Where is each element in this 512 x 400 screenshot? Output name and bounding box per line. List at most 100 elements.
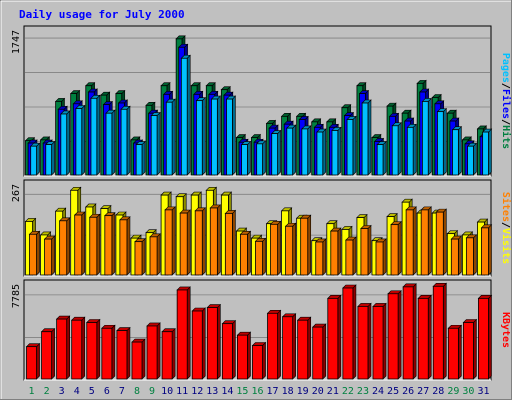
bar-kbytes-kbytes-day6-face xyxy=(101,327,113,380)
bar-kbytes-kbytes-day9-side xyxy=(156,322,161,380)
bar-hits-pages-day27 xyxy=(421,97,432,176)
bar-visits-sites-day26-side xyxy=(412,206,417,276)
bar-kbytes-kbytes-day27-face xyxy=(417,297,429,380)
bar-hits-pages-day6 xyxy=(105,109,116,176)
bar-visits-sites-day8 xyxy=(134,237,146,276)
x-tick-label-day16: 16 xyxy=(251,386,263,397)
bar-kbytes-kbytes-day5-side xyxy=(96,318,101,380)
bar-hits-pages-day17-face xyxy=(271,133,278,176)
bar-kbytes-kbytes-day24-face xyxy=(372,306,384,380)
bar-visits-sites-day9-side xyxy=(156,233,161,276)
bar-kbytes-kbytes-day2-side xyxy=(51,327,55,380)
bar-kbytes-kbytes-day8-side xyxy=(141,338,146,380)
bar-kbytes-kbytes-day29-side xyxy=(458,324,462,380)
bar-visits-sites-day19-face xyxy=(300,217,309,276)
bar-hits-pages-day23 xyxy=(361,99,372,176)
bar-visits-sites-day1-side xyxy=(36,230,40,276)
bar-visits-sites-day6-side xyxy=(111,211,116,276)
series-label-hits-sep: / xyxy=(500,83,511,89)
bar-visits-sites-day28 xyxy=(435,208,448,276)
bar-hits-pages-day18-face xyxy=(286,127,294,176)
bar-hits-pages-day28-face xyxy=(437,111,444,176)
bar-hits-pages-day11 xyxy=(180,54,191,176)
bar-kbytes-kbytes-day11-side xyxy=(186,286,191,380)
bar-hits-pages-day22 xyxy=(346,115,357,176)
bar-visits-sites-day24 xyxy=(375,238,387,276)
bar-hits-pages-day17 xyxy=(271,129,282,176)
bar-kbytes-kbytes-day8-face xyxy=(131,341,143,380)
x-tick-label-day15: 15 xyxy=(236,386,248,397)
bar-kbytes-kbytes-day1-side xyxy=(36,342,40,380)
bar-kbytes-kbytes-day18-face xyxy=(282,316,294,380)
bar-kbytes-kbytes-day13-side xyxy=(217,303,221,380)
bar-kbytes-kbytes-day10 xyxy=(161,327,176,380)
bar-visits-sites-day19-side xyxy=(307,214,312,276)
x-tick-label-day22: 22 xyxy=(342,386,354,397)
bar-hits-pages-day30-side xyxy=(473,142,477,176)
bar-hits-pages-day5 xyxy=(90,94,101,176)
bar-hits-pages-day26-face xyxy=(406,126,414,176)
bar-hits-pages-day18 xyxy=(286,124,297,176)
bar-kbytes-kbytes-day25 xyxy=(387,290,402,380)
bar-kbytes-kbytes-day18-side xyxy=(292,313,296,380)
bar-kbytes-kbytes-day1-face xyxy=(26,346,37,380)
bar-hits-pages-day31 xyxy=(481,128,493,176)
bar-visits-sites-day25 xyxy=(390,220,402,276)
bar-hits-pages-day16-face xyxy=(256,143,263,176)
series-label-kbytes: KBytes xyxy=(500,312,511,348)
bar-hits-pages-day1-face xyxy=(30,145,37,176)
bar-kbytes-kbytes-day14-side xyxy=(232,319,236,380)
series-label-visits-sites: Sites xyxy=(500,192,512,222)
bar-visits-sites-day14-side xyxy=(232,209,236,276)
bar-kbytes-kbytes-day8 xyxy=(131,338,146,380)
bar-visits-sites-day31-face xyxy=(481,227,489,276)
bar-hits-pages-day2-side xyxy=(51,140,55,176)
bar-hits-pages-day7-side xyxy=(126,105,131,176)
bar-hits-pages-day7-face xyxy=(120,108,128,176)
bar-kbytes-kbytes-day20 xyxy=(312,323,327,380)
bar-kbytes-kbytes-day16-side xyxy=(262,341,266,380)
bar-visits-sites-day17 xyxy=(269,220,282,276)
bar-hits-pages-day3-side xyxy=(66,110,70,176)
bar-visits-sites-day20 xyxy=(315,238,327,276)
x-tick-label-day11: 11 xyxy=(176,386,188,397)
bar-kbytes-kbytes-day22-side xyxy=(352,284,357,380)
series-label-hits-sep: / xyxy=(500,119,511,125)
bar-visits-sites-day17-side xyxy=(277,220,281,276)
bar-hits-pages-day5-face xyxy=(90,97,98,176)
bar-hits-pages-day16-side xyxy=(262,140,266,176)
x-tick-label-day25: 25 xyxy=(387,386,399,397)
bar-kbytes-kbytes-day3-face xyxy=(56,318,68,380)
bar-hits-pages-day30 xyxy=(466,142,478,176)
bar-hits-pages-day13-side xyxy=(217,95,221,176)
bar-kbytes-kbytes-day27 xyxy=(417,294,432,380)
series-label-hits: Pages/Files/Hits xyxy=(500,53,512,149)
bar-hits-pages-day16 xyxy=(255,140,267,176)
bar-hits-pages-day9-side xyxy=(156,111,161,176)
bar-visits-sites-day18 xyxy=(284,222,297,276)
bar-visits-sites-day21-side xyxy=(337,227,342,276)
bar-visits-sites-day7 xyxy=(119,216,131,276)
bar-kbytes-kbytes-day19-side xyxy=(307,316,312,380)
x-tick-label-day7: 7 xyxy=(119,386,125,397)
bar-kbytes-kbytes-day3 xyxy=(55,315,71,380)
bar-kbytes-kbytes-day30 xyxy=(462,318,478,380)
bar-hits-pages-day24 xyxy=(376,140,387,176)
series-label-visits-sep: / xyxy=(500,222,511,228)
bar-visits-sites-day4 xyxy=(73,211,86,276)
bar-hits-pages-day29 xyxy=(451,125,463,176)
bar-hits-pages-day5-side xyxy=(96,94,101,176)
bar-hits-pages-day1-side xyxy=(36,142,40,176)
bar-kbytes-kbytes-day21-face xyxy=(327,297,339,380)
bar-visits-sites-day5-face xyxy=(89,216,98,276)
bar-hits-pages-day12-side xyxy=(201,96,206,176)
x-tick-label-day9: 9 xyxy=(149,386,155,397)
x-tick-label-day21: 21 xyxy=(327,386,339,397)
bar-kbytes-kbytes-day28-face xyxy=(432,285,444,380)
bar-hits-pages-day11-face xyxy=(180,57,188,176)
bar-visits-sites-day14-face xyxy=(224,212,233,276)
bar-hits-pages-day14-side xyxy=(232,95,236,176)
bar-visits-sites-day15 xyxy=(239,230,252,276)
bar-kbytes-kbytes-day22-face xyxy=(342,287,354,380)
bar-kbytes-kbytes-day5-face xyxy=(86,322,98,380)
